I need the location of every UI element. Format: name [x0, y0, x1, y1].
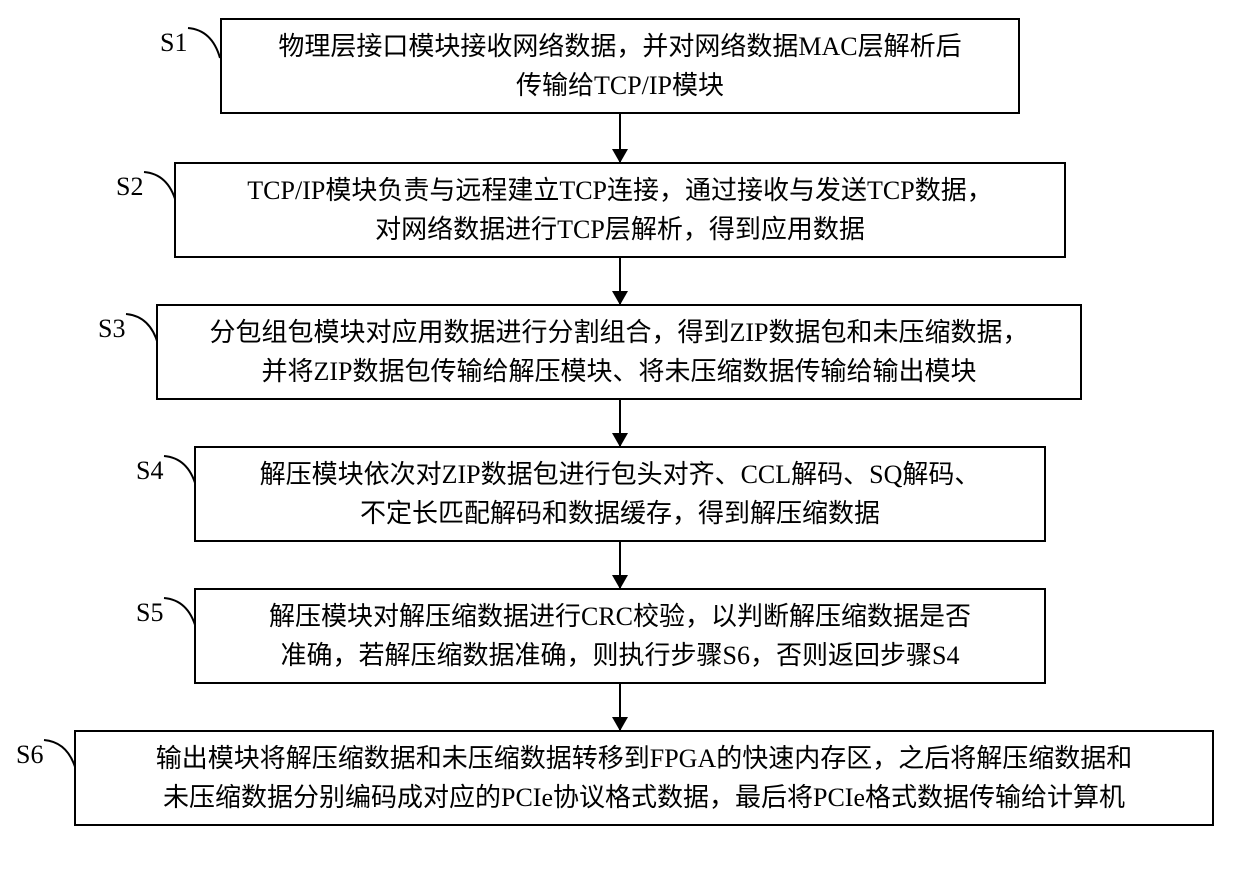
s1-text: 物理层接口模块接收网络数据，并对网络数据MAC层解析后传输给TCP/IP模块: [278, 27, 961, 105]
arrow-s5-s6: [619, 684, 621, 730]
s2-box: TCP/IP模块负责与远程建立TCP连接，通过接收与发送TCP数据，对网络数据进…: [174, 162, 1066, 258]
s3-label: S3: [98, 308, 158, 344]
arrow-s2-s3: [619, 258, 621, 304]
s4-label-text: S4: [136, 456, 163, 485]
arrow-s4-s5: [619, 542, 621, 588]
s5-label-text: S5: [136, 598, 163, 627]
s5-label: S5: [136, 592, 196, 628]
arrow-s1-s2: [619, 114, 621, 162]
s5-box: 解压模块对解压缩数据进行CRC校验，以判断解压缩数据是否准确，若解压缩数据准确，…: [194, 588, 1046, 684]
s6-label-text: S6: [16, 740, 43, 769]
flowchart-container: S1 物理层接口模块接收网络数据，并对网络数据MAC层解析后传输给TCP/IP模…: [0, 0, 1240, 881]
s2-label-text: S2: [116, 172, 143, 201]
s2-text: TCP/IP模块负责与远程建立TCP连接，通过接收与发送TCP数据，对网络数据进…: [247, 171, 992, 249]
s6-text: 输出模块将解压缩数据和未压缩数据转移到FPGA的快速内存区，之后将解压缩数据和未…: [156, 739, 1132, 817]
s6-label: S6: [16, 734, 76, 770]
s1-label: S1: [160, 22, 220, 58]
s3-text: 分包组包模块对应用数据进行分割组合，得到ZIP数据包和未压缩数据，并将ZIP数据…: [209, 313, 1028, 391]
s1-label-text: S1: [160, 28, 187, 57]
arrow-s3-s4: [619, 400, 621, 446]
s4-box: 解压模块依次对ZIP数据包进行包头对齐、CCL解码、SQ解码、不定长匹配解码和数…: [194, 446, 1046, 542]
s4-label: S4: [136, 450, 196, 486]
s2-label: S2: [116, 166, 176, 202]
s6-box: 输出模块将解压缩数据和未压缩数据转移到FPGA的快速内存区，之后将解压缩数据和未…: [74, 730, 1214, 826]
s4-text: 解压模块依次对ZIP数据包进行包头对齐、CCL解码、SQ解码、不定长匹配解码和数…: [260, 455, 981, 533]
s1-box: 物理层接口模块接收网络数据，并对网络数据MAC层解析后传输给TCP/IP模块: [220, 18, 1020, 114]
s3-box: 分包组包模块对应用数据进行分割组合，得到ZIP数据包和未压缩数据，并将ZIP数据…: [156, 304, 1082, 400]
s3-label-text: S3: [98, 314, 125, 343]
s5-text: 解压模块对解压缩数据进行CRC校验，以判断解压缩数据是否准确，若解压缩数据准确，…: [269, 597, 971, 675]
